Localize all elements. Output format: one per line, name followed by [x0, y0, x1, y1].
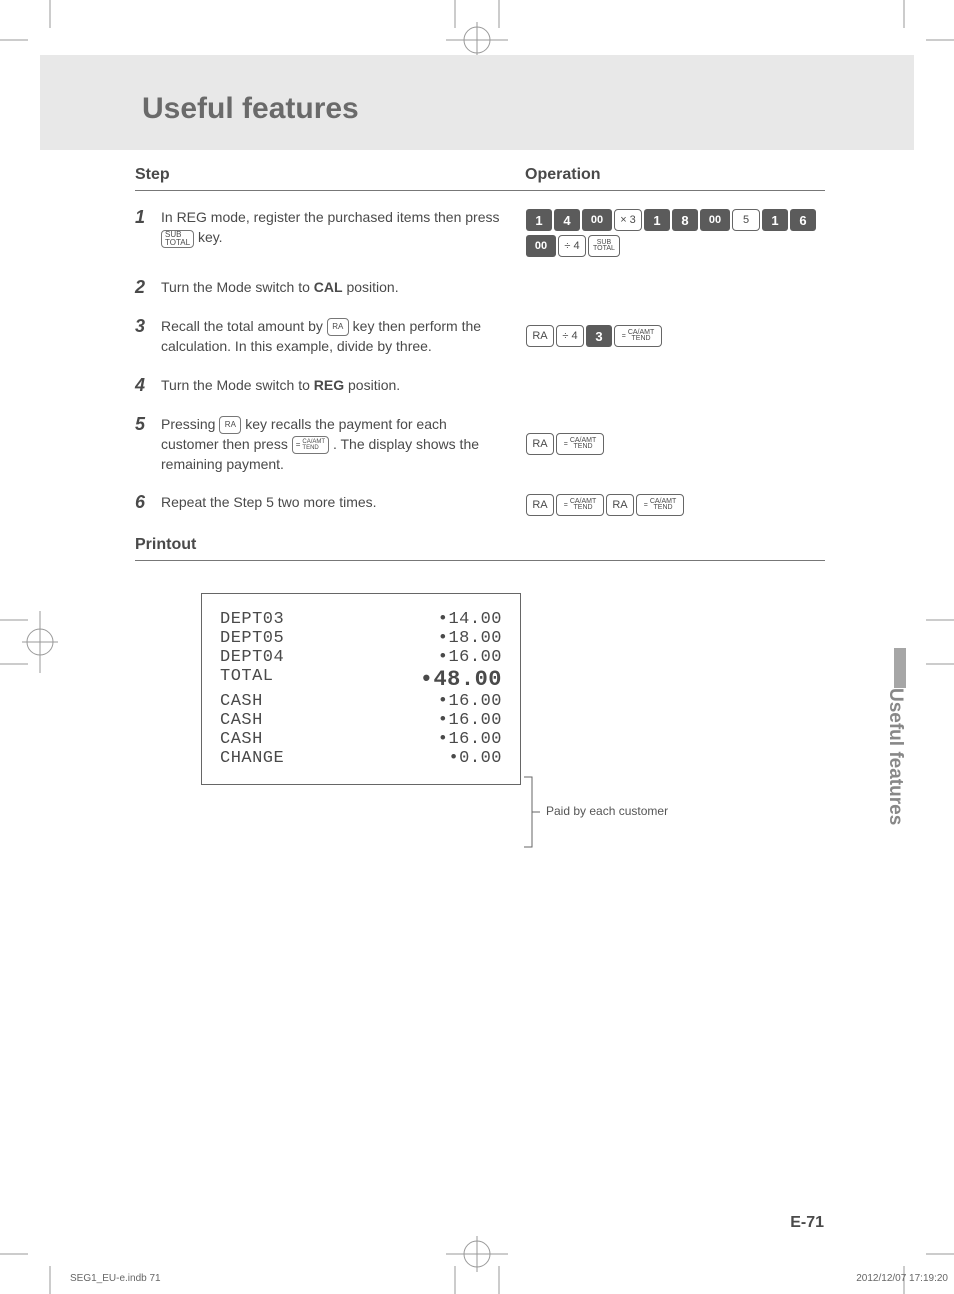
receipt-value: •16.00 — [438, 692, 502, 711]
receipt-label: CHANGE — [220, 749, 284, 768]
page-title: Useful features — [142, 92, 359, 126]
digit-key: 6 — [790, 209, 816, 231]
heading-printout: Printout — [135, 536, 825, 554]
side-tab: Useful features — [876, 652, 906, 852]
digit-key: 3 — [586, 325, 612, 347]
text: key. — [198, 229, 223, 245]
receipt-value: •16.00 — [438, 648, 502, 667]
text: In REG mode, register the purchased item… — [161, 209, 500, 225]
ca-amt-tend-key-icon: =CA/AMTTEND — [556, 433, 604, 455]
step-text: Pressing RA key recalls the payment for … — [161, 414, 507, 475]
ca-amt-tend-key-icon: =CA/AMTTEND — [556, 494, 604, 516]
side-tab-label: Useful features — [884, 688, 906, 825]
digit-key: 1 — [762, 209, 788, 231]
heading-step: Step — [135, 166, 525, 190]
heading-operation: Operation — [525, 166, 601, 190]
digit-key: 8 — [672, 209, 698, 231]
receipt-label: DEPT03 — [220, 610, 284, 629]
operation-keys: RA ÷ 4 3 =CA/AMTTEND — [525, 316, 825, 357]
step-number: 1 — [135, 207, 153, 259]
step-number: 4 — [135, 375, 153, 396]
digit-key: 00 — [582, 209, 612, 231]
receipt-label: DEPT05 — [220, 629, 284, 648]
footer: SEG1_EU-e.indb 71 2012/12/07 17:19:20 — [70, 1273, 948, 1284]
ra-key-icon: RA — [219, 416, 241, 434]
ca-amt-tend-key-icon: =CA/AMTTEND — [614, 325, 662, 347]
text: Pressing — [161, 416, 219, 432]
page-number: E-71 — [790, 1214, 824, 1232]
operation-keys: 1 4 00 × 3 1 8 00 5 1 6 00 ÷ 4 SUBTOTAL — [525, 207, 825, 259]
step-number: 2 — [135, 277, 153, 298]
main-content: Step Operation 1 In REG mode, register t… — [135, 166, 825, 785]
step-number: 6 — [135, 492, 153, 518]
step-number: 3 — [135, 316, 153, 357]
receipt-line: TOTAL •48.00 — [220, 667, 502, 692]
receipt-line: CHANGE •0.00 — [220, 749, 502, 768]
receipt-value: •48.00 — [420, 667, 502, 692]
receipt-value: •16.00 — [438, 730, 502, 749]
receipt-line: CASH •16.00 — [220, 692, 502, 711]
step-text: Recall the total amount by RA key then p… — [161, 316, 507, 357]
receipt-value: •0.00 — [448, 749, 502, 768]
step-text: Turn the Mode switch to REG position. — [161, 375, 400, 396]
text: Recall the total amount by — [161, 318, 327, 334]
subtotal-key-icon: SUBTOTAL — [588, 235, 620, 257]
op-key: ÷ 4 — [556, 325, 584, 347]
receipt-label: CASH — [220, 730, 263, 749]
receipt-label: TOTAL — [220, 667, 274, 692]
digit-key: 00 — [526, 235, 556, 257]
receipt-line: DEPT05 •18.00 — [220, 629, 502, 648]
ra-key-icon: RA — [526, 433, 554, 455]
divider — [135, 560, 825, 561]
step-text: In REG mode, register the purchased item… — [161, 207, 507, 259]
receipt-line: DEPT04 •16.00 — [220, 648, 502, 667]
ra-key-icon: RA — [526, 325, 554, 347]
operation-keys: RA =CA/AMTTEND RA =CA/AMTTEND — [525, 492, 825, 518]
op-key: × 3 — [614, 209, 642, 231]
digit-key: 1 — [644, 209, 670, 231]
footer-right: 2012/12/07 17:19:20 — [856, 1273, 948, 1284]
receipt-line: CASH •16.00 — [220, 730, 502, 749]
receipt: DEPT03•14.00DEPT05•18.00DEPT04•16.00TOTA… — [201, 593, 521, 785]
receipt-line: DEPT03 •14.00 — [220, 610, 502, 629]
receipt-value: •14.00 — [438, 610, 502, 629]
receipt-label: DEPT04 — [220, 648, 284, 667]
receipt-label: CASH — [220, 711, 263, 730]
ra-key-icon: RA — [606, 494, 634, 516]
ca-amt-tend-key-icon: =CA/AMTTEND — [292, 436, 329, 454]
annotation-label: Paid by each customer — [546, 804, 668, 818]
divider — [135, 190, 825, 191]
digit-key: 1 — [526, 209, 552, 231]
subtotal-key-icon: SUBTOTAL — [161, 230, 194, 248]
receipt-value: •18.00 — [438, 629, 502, 648]
step-text: Repeat the Step 5 two more times. — [161, 492, 377, 518]
step-number: 5 — [135, 414, 153, 475]
op-key: 5 — [732, 209, 760, 231]
footer-left: SEG1_EU-e.indb 71 — [70, 1273, 161, 1284]
side-tab-bar — [894, 648, 906, 688]
receipt-value: •16.00 — [438, 711, 502, 730]
ca-amt-tend-key-icon: =CA/AMTTEND — [636, 494, 684, 516]
digit-key: 00 — [700, 209, 730, 231]
digit-key: 4 — [554, 209, 580, 231]
op-key: ÷ 4 — [558, 235, 586, 257]
step-text: Turn the Mode switch to CAL position. — [161, 277, 399, 298]
receipt-line: CASH •16.00 — [220, 711, 502, 730]
bracket-icon — [522, 775, 542, 853]
operation-keys: RA =CA/AMTTEND — [525, 414, 825, 475]
ra-key-icon: RA — [526, 494, 554, 516]
receipt-label: CASH — [220, 692, 263, 711]
ra-key-icon: RA — [327, 318, 349, 336]
